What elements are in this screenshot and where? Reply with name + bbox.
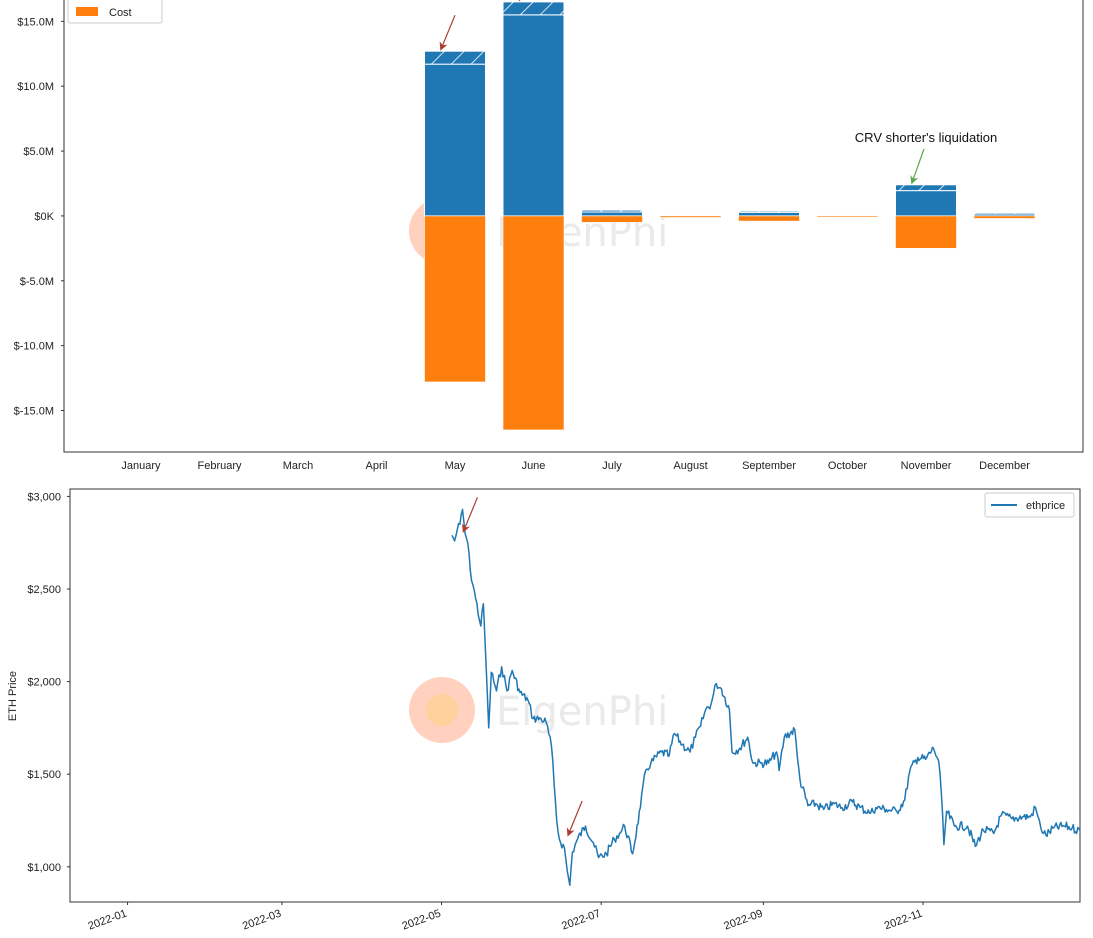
bar-x-tick-label: August: [673, 460, 707, 472]
legend-cost-swatch: [76, 7, 98, 16]
cost-bar-december: [973, 215, 1036, 219]
bar-x-tick-label: May: [445, 460, 466, 472]
eigenphi-logo-icon: [409, 677, 475, 743]
cost-bar-may: [424, 215, 486, 383]
bar-annotation-arrow: [439, 14, 456, 51]
legend-cost-label: Cost: [109, 7, 132, 19]
bar-legend-box: [67, 0, 163, 24]
bar-y-tick-label: $-15.0M: [14, 405, 54, 417]
line-legend: ethprice: [984, 492, 1075, 518]
profit-cost-bar-chart: EigenPhi $15.0M$10.0M$5.0M$0K$-5.0M$-10.…: [14, 0, 1084, 472]
line-legend-box: [984, 492, 1075, 518]
cost-bar-november: [895, 215, 957, 249]
revenue-hatched-cap-may: [424, 50, 486, 65]
bar-x-tick-label: April: [365, 460, 387, 472]
bar-x-tick-label: November: [901, 460, 952, 472]
watermark-logo-core: [426, 694, 458, 726]
bar-marks: [424, 1, 1036, 431]
line-y-tick-label: $2,500: [27, 584, 61, 596]
bar-y-tick-label: $0K: [34, 211, 54, 223]
line-x-axis: 2022-01 2022-03 2022-05 2022-07 2022-09 2022-…: [87, 902, 924, 933]
line-y-tick-label: $3,000: [27, 491, 61, 503]
bar-annotation-arrow: [910, 148, 925, 185]
line-x-tick-label: 2022-11: [883, 908, 924, 933]
cost-bar-september: [738, 215, 800, 222]
line-y-tick-label: $2,000: [27, 677, 61, 689]
bar-x-tick-label: June: [522, 460, 546, 472]
bar-x-axis: January February March April May June July Augu…: [121, 460, 1030, 472]
cost-bar-july: [581, 215, 643, 223]
revenue-hatched-cap-july: [581, 209, 643, 213]
bar-x-tick-label: January: [121, 460, 161, 472]
bar-y-tick-label: $-10.0M: [14, 341, 54, 353]
bar-y-tick-label: $5.0M: [23, 146, 54, 158]
bar-plot-frame: [63, 0, 1084, 453]
line-y-axis: $3,000 $2,500 $2,000 $1,500 $1,000: [27, 491, 70, 874]
eth-price-line-chart: EigenPhi $3,000$2,500$2,000$1,500$1,000 …: [7, 488, 1081, 933]
revenue-hatched-cap-november: [895, 184, 957, 192]
bar-y-axis: $15.0M $10.0M $5.0M $0K $-5.0M $-10.0M $-15.0M: [14, 16, 64, 417]
revenue-hatched-cap-september: [738, 210, 800, 213]
revenue-bar-july: [581, 211, 643, 217]
line-plot-frame: [69, 488, 1081, 903]
line-x-tick-label: 2022-07: [560, 908, 602, 933]
line-x-tick-label: 2022-09: [722, 908, 764, 933]
legend-ethprice-label: ethprice: [1026, 500, 1065, 512]
bar-legend: Cost: [67, 0, 163, 24]
bar-x-tick-label: December: [979, 460, 1030, 472]
line-x-tick-label: 2022-03: [241, 908, 283, 933]
cost-bar-june: [502, 215, 565, 431]
cost-bar-october: [816, 215, 879, 218]
line-x-tick-label: 2022-05: [401, 908, 443, 933]
revenue-hatched-cap-december: [973, 212, 1036, 215]
bar-x-tick-label: February: [197, 460, 242, 472]
line-annotation-arrow: [462, 497, 479, 533]
revenue-bar-september: [738, 211, 800, 217]
watermark: EigenPhi: [409, 677, 668, 743]
revenue-hatched-cap-june: [502, 1, 565, 16]
revenue-bar-may: [424, 63, 486, 217]
cost-bar-august: [659, 215, 722, 218]
line-x-tick-label: 2022-01: [87, 908, 129, 933]
bar-annotations: CRV shorter's liquidation: [439, 0, 997, 185]
bar-x-tick-label: September: [742, 460, 796, 472]
bar-y-tick-label: $15.0M: [17, 16, 54, 28]
bar-x-tick-label: March: [283, 460, 314, 472]
bar-x-tick-label: October: [828, 460, 867, 472]
ethprice-series-line: [451, 508, 1081, 887]
line-y-tick-label: $1,000: [27, 862, 61, 874]
bar-x-tick-label: July: [602, 460, 622, 472]
line-annotations: [462, 497, 583, 837]
revenue-bar-november: [895, 190, 957, 217]
bar-annotation-text: CRV shorter's liquidation: [855, 130, 997, 145]
line-y-tick-label: $1,500: [27, 769, 61, 781]
revenue-bar-june: [502, 14, 565, 217]
bar-y-tick-label: $-5.0M: [20, 276, 54, 288]
line-y-axis-label: ETH Price: [7, 671, 19, 721]
line-annotation-arrow: [566, 800, 583, 837]
watermark-text: EigenPhi: [496, 689, 668, 735]
bar-y-tick-label: $10.0M: [17, 81, 54, 93]
